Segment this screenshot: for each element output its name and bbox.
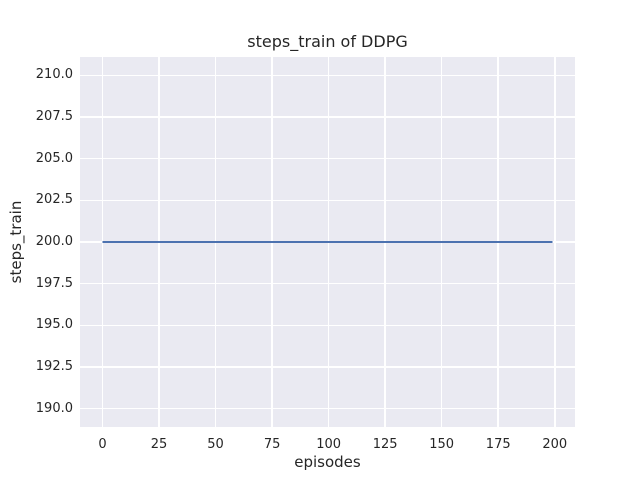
plot-area [80, 57, 575, 427]
x-tick-label: 100 [316, 437, 342, 452]
y-gridline [80, 199, 575, 202]
x-axis-label: episodes [294, 453, 361, 471]
x-tick-label: 0 [98, 437, 107, 452]
y-tick-label: 190.0 [35, 400, 73, 416]
data-line-layer [102, 241, 553, 243]
y-gridline [80, 324, 575, 327]
y-gridline [80, 157, 575, 160]
x-tick-label: 25 [150, 437, 168, 452]
y-tick-label: 202.5 [35, 192, 73, 208]
x-tick-label: 75 [263, 437, 281, 452]
x-tick-label: 125 [372, 437, 398, 452]
x-tick-label: 175 [485, 437, 511, 452]
y-tick-label: 205.0 [35, 150, 73, 166]
y-tick-label: 195.0 [35, 317, 73, 333]
x-tick-label: 150 [429, 437, 455, 452]
y-gridline [80, 407, 575, 410]
x-tick-label: 200 [542, 437, 568, 452]
y-gridline [80, 366, 575, 368]
y-tick-label: 192.5 [35, 359, 73, 374]
y-gridline [80, 116, 575, 118]
x-tick-label: 50 [207, 437, 224, 452]
y-tick-label: 207.5 [35, 109, 73, 124]
y-gridline [80, 74, 575, 77]
chart-title: steps_train of DDPG [247, 32, 408, 51]
y-tick-label: 200.0 [35, 234, 73, 249]
y-tick-label: 197.5 [35, 275, 73, 291]
y-tick-label: 210.0 [35, 67, 73, 83]
y-gridline [80, 282, 575, 285]
